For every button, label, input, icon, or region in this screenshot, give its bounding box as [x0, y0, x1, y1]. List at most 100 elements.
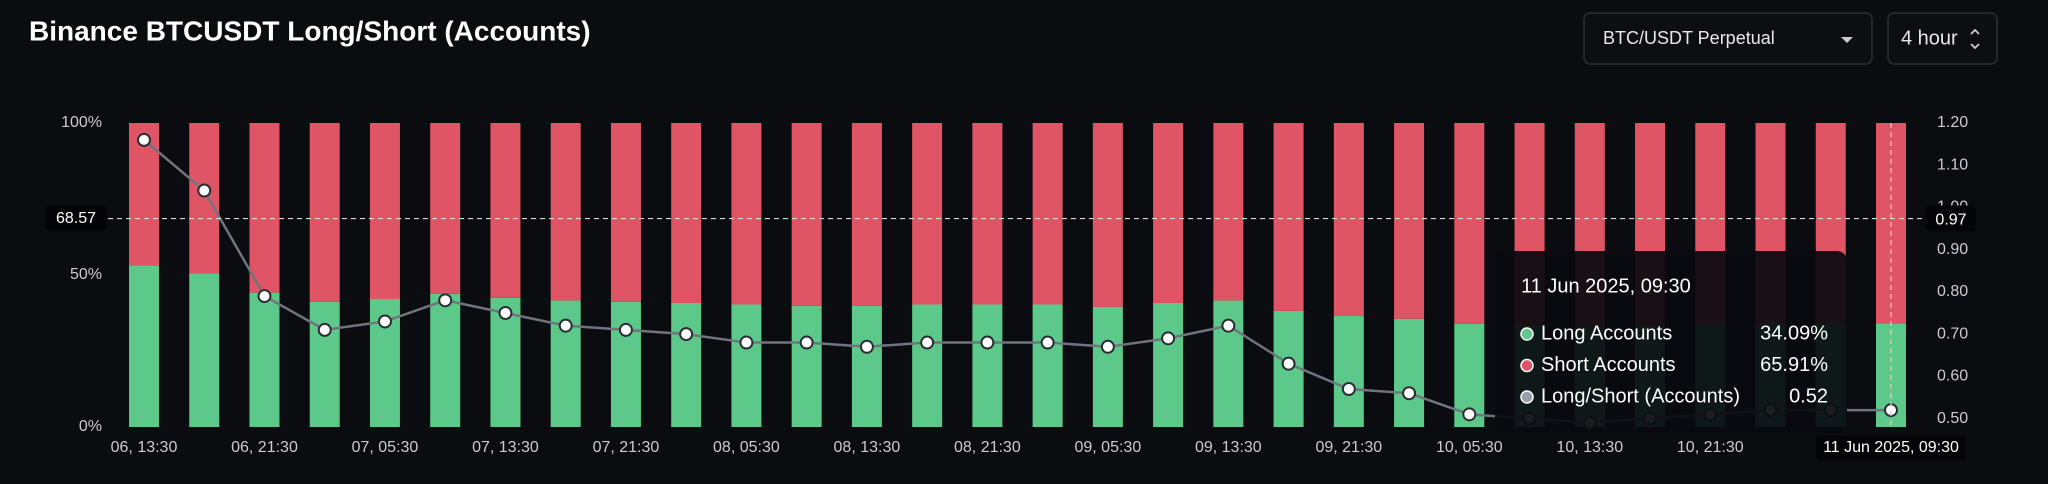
- x-tick-label: 08, 05:30: [713, 439, 780, 456]
- long-bar: [731, 304, 762, 427]
- stepper-arrows[interactable]: [1970, 28, 1980, 50]
- x-tick-label: 09, 05:30: [1074, 439, 1141, 456]
- x-tick-label: 08, 13:30: [834, 439, 901, 456]
- short-bar: [189, 123, 220, 274]
- y-tick-label: 0%: [79, 418, 102, 435]
- long-bar: [791, 305, 822, 427]
- ratio-point: [1040, 335, 1055, 350]
- y2-tick-label: 0.70: [1937, 325, 1968, 342]
- x-tick-label: 06, 21:30: [231, 439, 298, 456]
- plot-area: 0%50%100%0.500.600.700.800.901.001.101.2…: [46, 114, 1976, 461]
- y2-tick-label: 1.10: [1937, 156, 1968, 173]
- crosshair-x-box: [1816, 435, 1966, 461]
- long-bar: [129, 265, 159, 427]
- x-tick-label: 09, 21:30: [1315, 439, 1382, 456]
- crosshair-y2-label: 0.97: [1935, 211, 1966, 228]
- ratio-point: [1281, 356, 1296, 371]
- short-bar: [731, 123, 762, 305]
- interval-select[interactable]: 4 hour: [1887, 12, 1998, 65]
- ratio-point: [1402, 386, 1417, 401]
- ratio-point: [799, 335, 814, 350]
- long-bar: [1092, 306, 1123, 427]
- tooltip-dot: [1520, 358, 1534, 373]
- y2-tick-label: 0.80: [1937, 283, 1968, 300]
- interval-select-box[interactable]: [1887, 12, 1998, 65]
- long-bar: [851, 305, 882, 427]
- tooltip-title: 11 Jun 2025, 09:30: [1521, 275, 1691, 297]
- interval-select-label[interactable]: 4 hour: [1901, 27, 1958, 49]
- ratio-point: [1100, 339, 1115, 354]
- short-bar: [610, 123, 641, 302]
- y2-tick-label: 1.20: [1937, 114, 1968, 131]
- ratio-point: [558, 318, 573, 333]
- long-bar: [249, 292, 280, 427]
- short-bar: [309, 123, 340, 302]
- tooltip-series-name: Long/Short (Accounts): [1541, 385, 1740, 407]
- ratio-point: [679, 327, 694, 342]
- short-bar: [1394, 123, 1425, 319]
- long-bar: [309, 301, 340, 427]
- tooltip-dot: [1520, 327, 1534, 341]
- ratio-point: [197, 183, 212, 198]
- ratio-point: [438, 293, 453, 308]
- ratio-point: [257, 289, 272, 304]
- ratio-point: [1341, 382, 1356, 396]
- long-bar: [430, 293, 461, 427]
- market-select[interactable]: BTC/USDT Perpetual: [1583, 12, 1873, 65]
- chart-title: Binance BTCUSDT Long/Short (Accounts): [29, 15, 591, 46]
- market-select-label[interactable]: BTC/USDT Perpetual: [1603, 28, 1775, 48]
- x-tick-label: 10, 21:30: [1677, 439, 1744, 456]
- market-select-box[interactable]: [1583, 12, 1873, 65]
- ratio-point: [618, 322, 633, 337]
- short-bar: [550, 123, 581, 301]
- y2-tick-label: 0.90: [1937, 241, 1968, 258]
- short-bar: [1273, 123, 1304, 311]
- ratio-point: [920, 335, 935, 350]
- short-bar: [912, 123, 943, 305]
- ratio-point: [1221, 318, 1236, 333]
- tooltip-value: 65.91%: [1760, 354, 1828, 376]
- x-tick-label: 07, 13:30: [472, 439, 539, 456]
- crosshair-y-box: [46, 205, 106, 232]
- short-bar: [1032, 123, 1063, 305]
- long-bar: [972, 304, 1003, 427]
- long-bar: [912, 304, 943, 427]
- x-tick-label: 10, 13:30: [1556, 439, 1623, 456]
- short-bar: [1092, 123, 1123, 307]
- short-bar: [972, 123, 1003, 305]
- short-bar: [1213, 123, 1244, 301]
- ratio-point: [739, 335, 754, 350]
- short-bar: [430, 123, 461, 294]
- x-tick-label: 07, 05:30: [352, 439, 419, 456]
- y2-tick-label: 0.60: [1937, 368, 1968, 385]
- y-tick-label: 100%: [61, 114, 102, 131]
- long-bar: [671, 302, 702, 427]
- x-tick-label: 07, 21:30: [593, 439, 660, 456]
- ratio-point: [980, 335, 995, 350]
- ratio-point: [317, 322, 332, 337]
- ratio-point: [1161, 331, 1176, 346]
- long-bar: [610, 301, 641, 427]
- crosshair-y2-box: [1926, 205, 1976, 232]
- tooltip-series-name: Short Accounts: [1541, 354, 1676, 376]
- crosshair-y-label: 68.57: [56, 210, 96, 227]
- x-tick-label: 09, 13:30: [1195, 439, 1262, 456]
- y2-tick-label: 0.50: [1937, 410, 1968, 427]
- tooltip-value: 0.52: [1789, 385, 1828, 407]
- short-bar: [791, 123, 822, 306]
- dropdown-arrow[interactable]: [1841, 37, 1853, 43]
- tooltip-series-name: Long Accounts: [1541, 322, 1672, 344]
- ratio-point: [859, 339, 874, 354]
- short-bar: [1333, 123, 1364, 317]
- x-tick-label: 10, 05:30: [1436, 439, 1503, 456]
- crosshair-x-label: 11 Jun 2025, 09:30: [1823, 439, 1959, 456]
- short-bar: [490, 123, 521, 298]
- short-bar: [1153, 123, 1184, 303]
- ratio-point: [137, 132, 151, 147]
- ratio-point: [377, 314, 392, 329]
- short-bar: [369, 123, 400, 300]
- ratio-point: [1462, 407, 1477, 422]
- tooltip-value: 34.09%: [1760, 322, 1828, 344]
